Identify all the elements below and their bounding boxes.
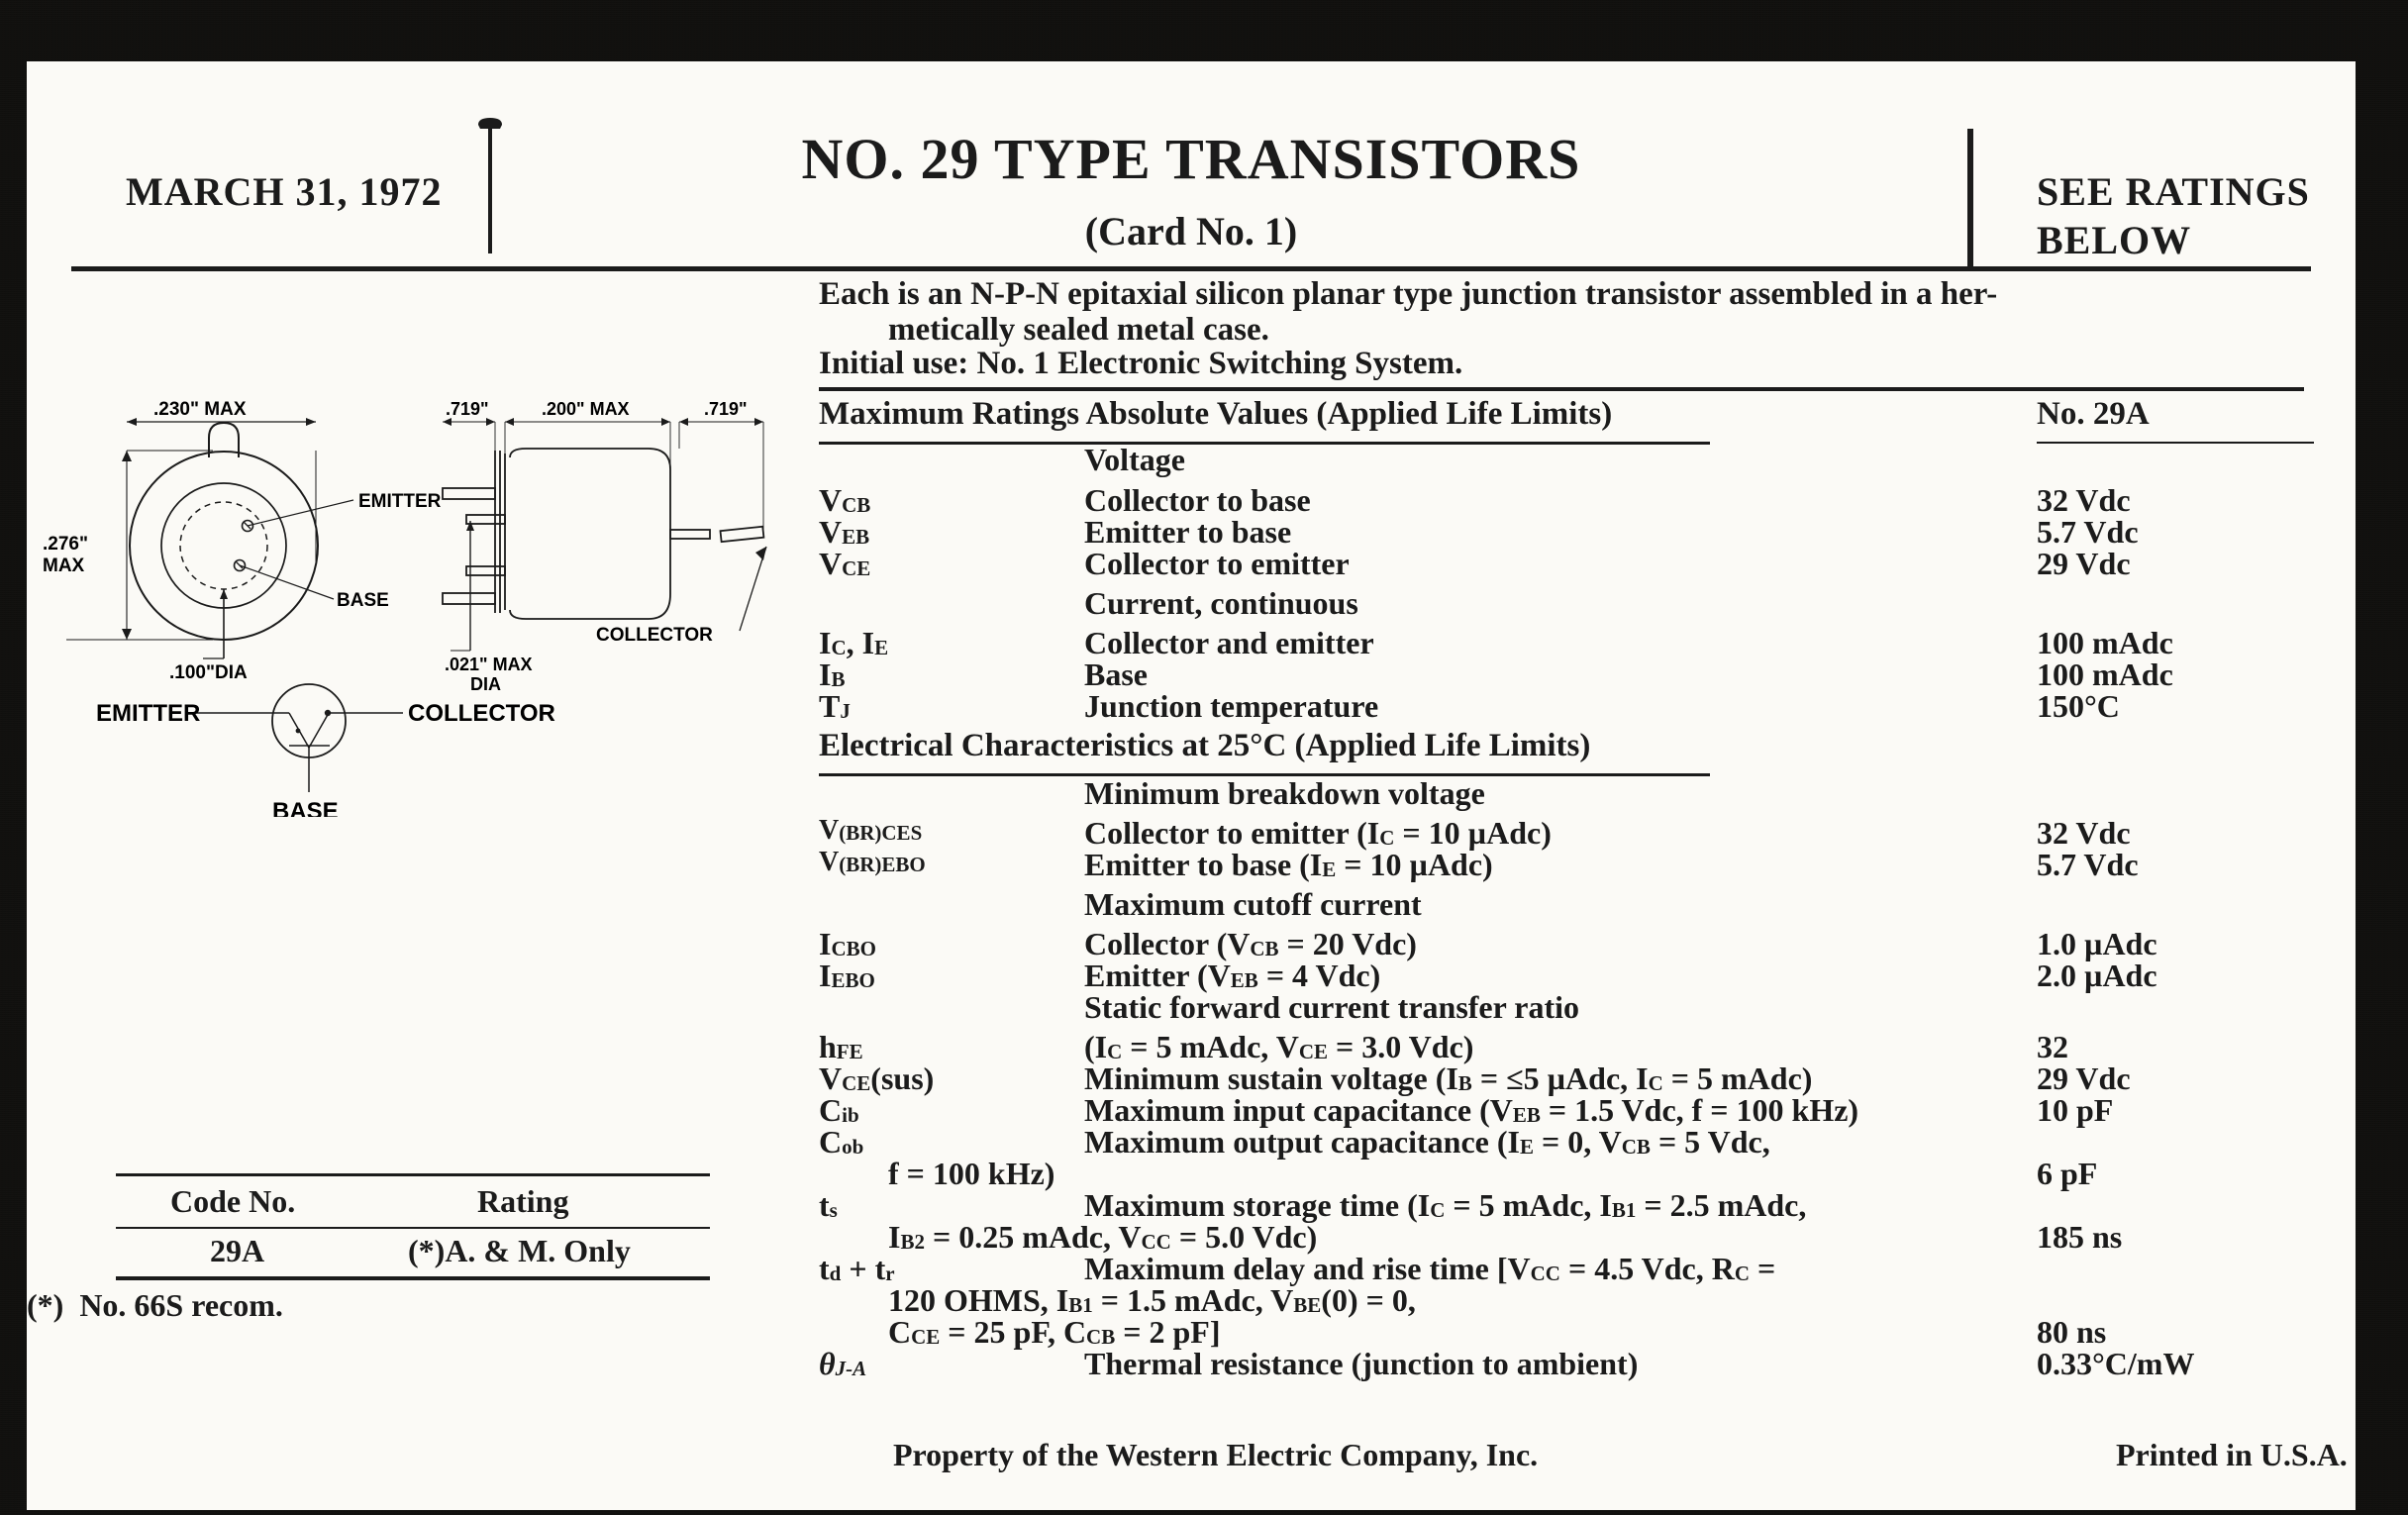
svg-text:.200" MAX: .200" MAX [542,399,630,419]
svg-text:BASE: BASE [337,590,389,611]
svg-text:.276": .276" [43,534,88,555]
svg-text:.230" MAX: .230" MAX [153,399,247,420]
svg-text:COLLECTOR: COLLECTOR [408,700,555,727]
svg-text:MAX: MAX [43,556,85,576]
svg-text:.719": .719" [446,399,489,419]
svg-text:EMITTER: EMITTER [96,700,200,727]
svg-text:.719": .719" [704,399,748,419]
svg-text:COLLECTOR: COLLECTOR [596,625,713,646]
svg-text:EMITTER: EMITTER [358,491,442,512]
svg-text:BASE: BASE [272,798,339,817]
